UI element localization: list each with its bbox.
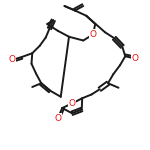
Text: O: O <box>54 114 61 123</box>
Text: O: O <box>69 99 75 108</box>
Text: O: O <box>9 56 15 64</box>
Text: O: O <box>90 30 96 39</box>
Text: O: O <box>132 54 138 63</box>
